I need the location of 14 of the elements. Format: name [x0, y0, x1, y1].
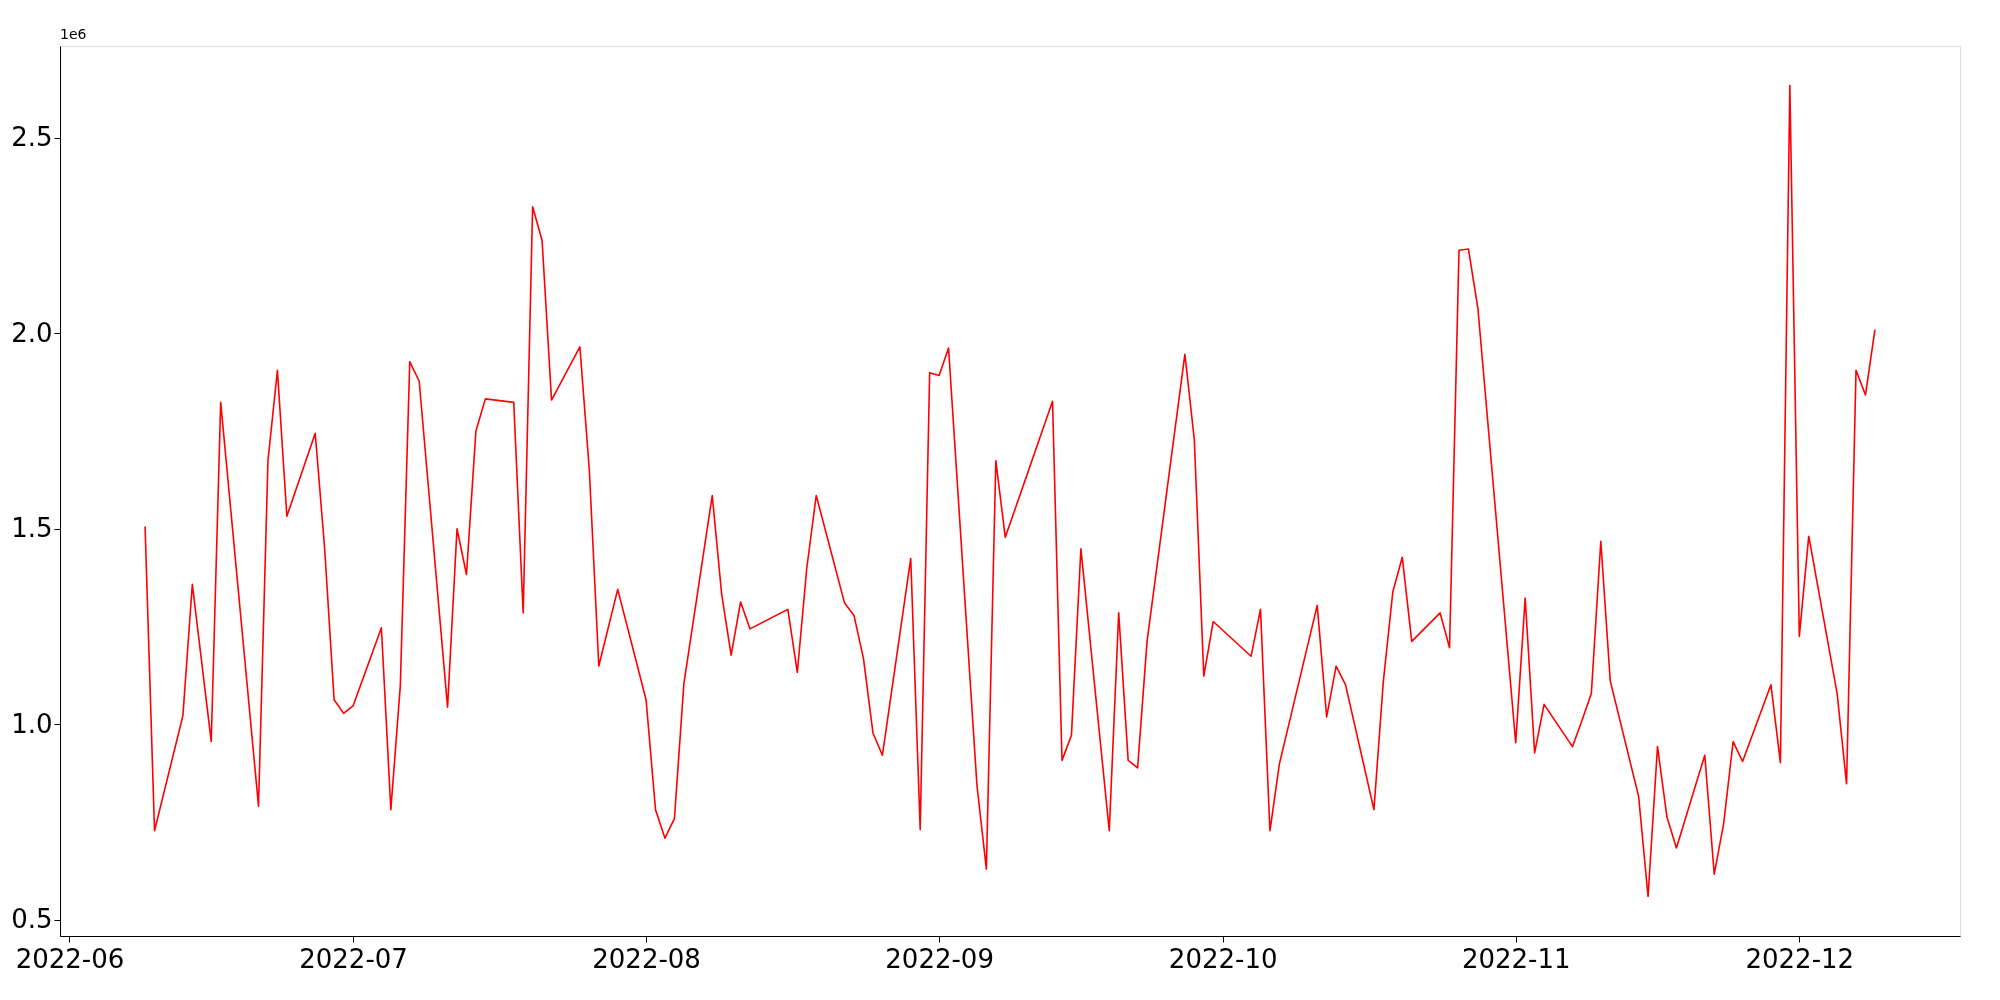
x-tick-label: 2022-09	[885, 943, 994, 974]
x-tick-label: 2022-08	[592, 943, 701, 974]
x-tick-label: 2022-12	[1745, 943, 1855, 974]
text: 1e6	[60, 26, 87, 42]
x-tick-label: 2022-10	[1168, 943, 1278, 974]
y-tick-label: 1.0	[11, 708, 53, 739]
y-tick-label: 1.5	[11, 513, 53, 544]
y-tick-label: 0.5	[11, 904, 53, 935]
x-tick-label: 2022-06	[15, 943, 125, 974]
y-tick-label: 2.0	[11, 317, 53, 348]
x-tick-label: 2022-07	[299, 943, 408, 974]
x-tick-label: 2022-11	[1461, 943, 1571, 974]
line-series	[144, 84, 1876, 898]
y-tick-label: 2.5	[11, 122, 53, 153]
